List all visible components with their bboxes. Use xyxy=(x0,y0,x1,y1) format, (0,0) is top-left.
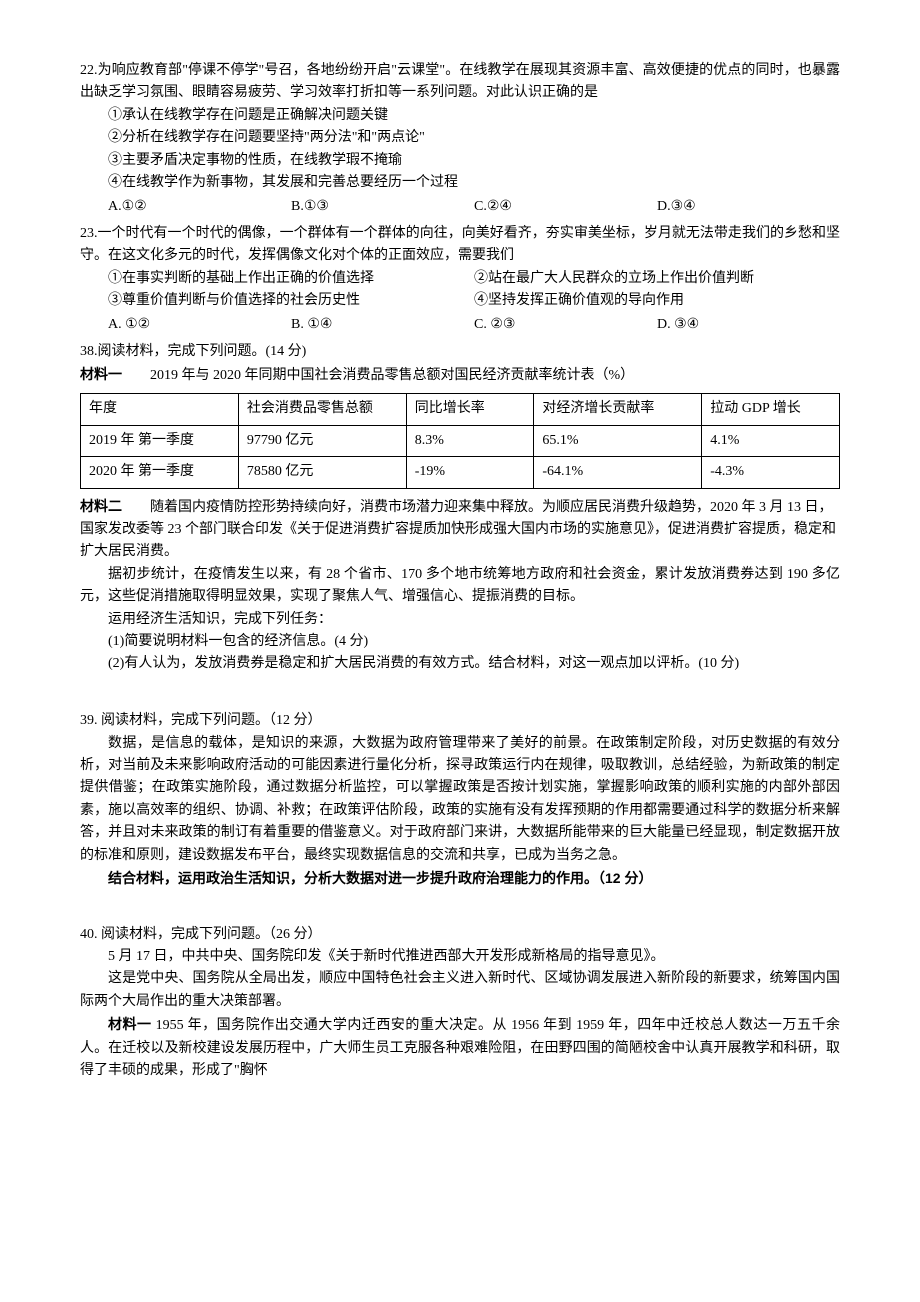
q38-material1-title: 2019 年与 2020 年同期中国社会消费品零售总额对国民经济贡献率统计表（%… xyxy=(150,368,634,383)
q23-option-c: C. ②③ xyxy=(474,314,657,336)
question-23: 23.一个时代有一个时代的偶像，一个群体有一个群体的向往，向美好看齐，夯实审美坐… xyxy=(80,223,840,337)
q23-option-b: B. ①④ xyxy=(291,314,474,336)
q38-table: 年度 社会消费品零售总额 同比增长率 对经济增长贡献率 拉动 GDP 增长 20… xyxy=(80,393,840,488)
q40-material1-label: 材料一 xyxy=(108,1016,152,1032)
table-cell: 2019 年 第一季度 xyxy=(81,425,239,456)
question-40: 40. 阅读材料，完成下列问题。（26 分） 5 月 17 日，中共中央、国务院… xyxy=(80,924,840,1083)
q40-header: 40. 阅读材料，完成下列问题。（26 分） xyxy=(80,924,840,946)
q22-stem: 22.为响应教育部"停课不停学"号召，各地纷纷开启"云课堂"。在线教学在展现其资… xyxy=(80,60,840,105)
table-col-2: 同比增长率 xyxy=(406,394,534,425)
table-cell: -4.3% xyxy=(702,457,840,488)
q38-material2-p1: 随着国内疫情防控形势持续向好，消费市场潜力迎来集中释放。为顺应居民消费升级趋势，… xyxy=(80,500,836,560)
q38-task1: (1)简要说明材料一包含的经济信息。(4 分) xyxy=(80,631,840,653)
table-cell: 78580 亿元 xyxy=(238,457,406,488)
q40-material1: 材料一 1955 年，国务院作出交通大学内迁西安的重大决定。从 1956 年到 … xyxy=(80,1013,840,1082)
question-22: 22.为响应教育部"停课不停学"号召，各地纷纷开启"云课堂"。在线教学在展现其资… xyxy=(80,60,840,219)
table-col-3: 对经济增长贡献率 xyxy=(534,394,702,425)
question-38: 38.阅读材料，完成下列问题。(14 分) 材料一 2019 年与 2020 年… xyxy=(80,341,840,676)
q22-option-d: D.③④ xyxy=(657,196,840,218)
table-row: 2019 年 第一季度 97790 亿元 8.3% 65.1% 4.1% xyxy=(81,425,840,456)
q38-material2-p2: 据初步统计，在疫情发生以来，有 28 个省市、170 多个地市统筹地方政府和社会… xyxy=(80,564,840,609)
question-39: 39. 阅读材料，完成下列问题。（12 分） 数据，是信息的载体，是知识的来源，… xyxy=(80,710,840,889)
q39-header: 39. 阅读材料，完成下列问题。（12 分） xyxy=(80,710,840,732)
q23-option-a: A. ①② xyxy=(108,314,291,336)
table-cell: 8.3% xyxy=(406,425,534,456)
q22-options: A.①② B.①③ C.②④ D.③④ xyxy=(80,196,840,218)
table-cell: 2020 年 第一季度 xyxy=(81,457,239,488)
q39-prompt: 结合材料，运用政治生活知识，分析大数据对进一步提升政府治理能力的作用。（12 分… xyxy=(80,867,840,889)
table-cell: 65.1% xyxy=(534,425,702,456)
q22-number: 22. xyxy=(80,63,98,78)
q38-material2: 材料二 随着国内疫情防控形势持续向好，消费市场潜力迎来集中释放。为顺应居民消费升… xyxy=(80,495,840,564)
q22-option-c: C.②④ xyxy=(474,196,657,218)
q23-statement-2: ②站在最广大人民群众的立场上作出价值判断 xyxy=(474,268,840,290)
q22-option-a: A.①② xyxy=(108,196,291,218)
q40-material1-text: 1955 年，国务院作出交通大学内迁西安的重大决定。从 1956 年到 1959… xyxy=(80,1018,840,1078)
q22-statement-4: ④在线教学作为新事物，其发展和完善总要经历一个过程 xyxy=(80,172,840,194)
q23-stem-text: 一个时代有一个时代的偶像，一个群体有一个群体的向往，向美好看齐，夯实审美坐标，岁… xyxy=(80,226,840,263)
q23-statement-4: ④坚持发挥正确价值观的导向作用 xyxy=(474,290,840,312)
q23-statement-3: ③尊重价值判断与价值选择的社会历史性 xyxy=(108,290,474,312)
q40-p2: 这是党中央、国务院从全局出发，顺应中国特色社会主义进入新时代、区域协调发展进入新… xyxy=(80,968,840,1013)
q23-option-d: D. ③④ xyxy=(657,314,840,336)
q38-task2: (2)有人认为，发放消费券是稳定和扩大居民消费的有效方式。结合材料，对这一观点加… xyxy=(80,653,840,675)
q39-p1: 数据，是信息的载体，是知识的来源，大数据为政府管理带来了美好的前景。在政策制定阶… xyxy=(80,733,840,867)
q38-material1-label: 材料一 xyxy=(80,366,122,382)
q22-statement-1: ①承认在线教学存在问题是正确解决问题关键 xyxy=(80,105,840,127)
q22-statement-3: ③主要矛盾决定事物的性质，在线教学瑕不掩瑜 xyxy=(80,150,840,172)
table-cell: -64.1% xyxy=(534,457,702,488)
q38-material1-line: 材料一 2019 年与 2020 年同期中国社会消费品零售总额对国民经济贡献率统… xyxy=(80,363,840,387)
q23-number: 23. xyxy=(80,226,98,241)
q38-material2-label: 材料二 xyxy=(80,498,122,514)
q38-header: 38.阅读材料，完成下列问题。(14 分) xyxy=(80,341,840,363)
table-col-0: 年度 xyxy=(81,394,239,425)
table-cell: 4.1% xyxy=(702,425,840,456)
q22-stem-text: 为响应教育部"停课不停学"号召，各地纷纷开启"云课堂"。在线教学在展现其资源丰富… xyxy=(80,63,840,100)
q23-options: A. ①② B. ①④ C. ②③ D. ③④ xyxy=(80,314,840,336)
table-row: 2020 年 第一季度 78580 亿元 -19% -64.1% -4.3% xyxy=(81,457,840,488)
table-cell: 97790 亿元 xyxy=(238,425,406,456)
q40-p1: 5 月 17 日，中共中央、国务院印发《关于新时代推进西部大开发形成新格局的指导… xyxy=(80,946,840,968)
table-col-4: 拉动 GDP 增长 xyxy=(702,394,840,425)
table-header-row: 年度 社会消费品零售总额 同比增长率 对经济增长贡献率 拉动 GDP 增长 xyxy=(81,394,840,425)
q23-statements-row1: ①在事实判断的基础上作出正确的价值选择 ②站在最广大人民群众的立场上作出价值判断 xyxy=(80,268,840,290)
q22-option-b: B.①③ xyxy=(291,196,474,218)
table-col-1: 社会消费品零售总额 xyxy=(238,394,406,425)
q23-statements-row2: ③尊重价值判断与价值选择的社会历史性 ④坚持发挥正确价值观的导向作用 xyxy=(80,290,840,312)
q23-statement-1: ①在事实判断的基础上作出正确的价值选择 xyxy=(108,268,474,290)
q23-stem: 23.一个时代有一个时代的偶像，一个群体有一个群体的向往，向美好看齐，夯实审美坐… xyxy=(80,223,840,268)
q22-statement-2: ②分析在线教学存在问题要坚持"两分法"和"两点论" xyxy=(80,127,840,149)
q38-task-intro: 运用经济生活知识，完成下列任务： xyxy=(80,609,840,631)
table-cell: -19% xyxy=(406,457,534,488)
